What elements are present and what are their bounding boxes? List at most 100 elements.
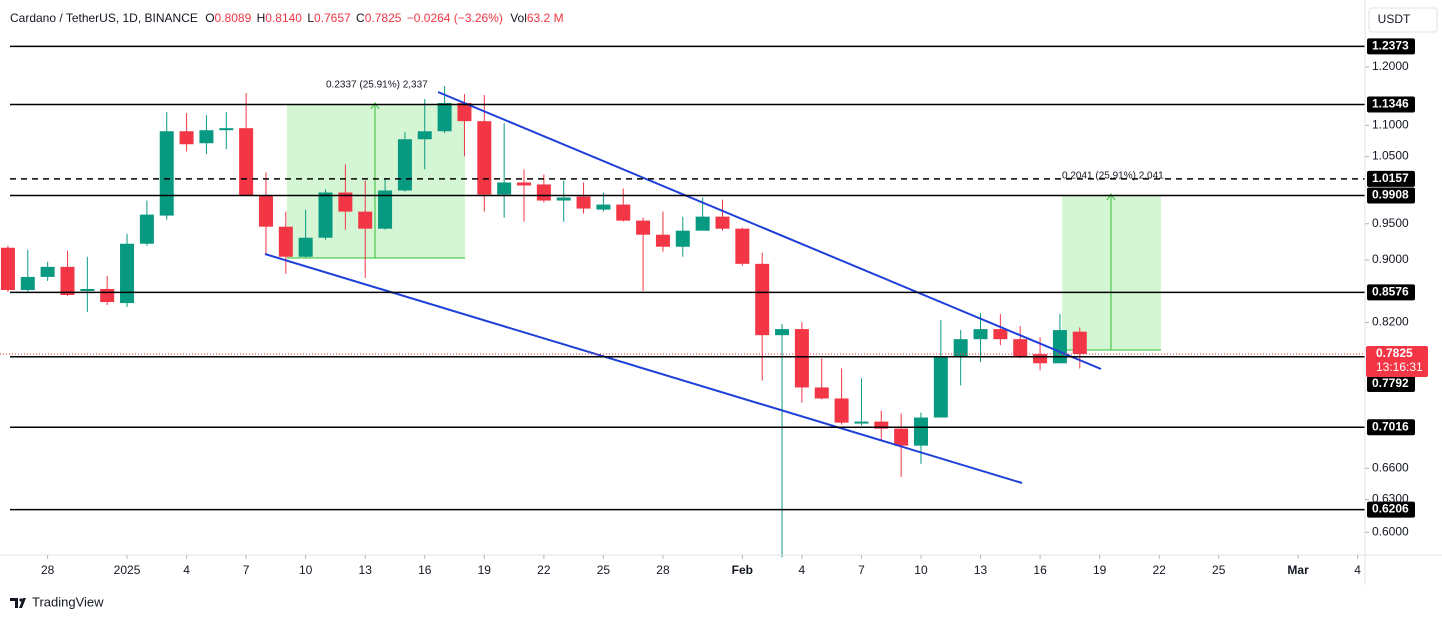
x-tick-label: 4 — [1354, 563, 1361, 577]
o-label: O — [205, 11, 214, 25]
level-label: 1.1346 — [1372, 97, 1409, 111]
x-tick-label: 16 — [418, 563, 432, 577]
level-label-box — [1367, 96, 1415, 113]
y-tick-label: 1.0500 — [1372, 149, 1409, 163]
x-tick-label: 22 — [1152, 563, 1166, 577]
candle-body — [675, 230, 690, 247]
drawings-under — [287, 102, 1161, 351]
y-tick-label: 0.6600 — [1372, 460, 1409, 474]
candle-body — [100, 288, 115, 303]
candle-body — [397, 139, 412, 191]
x-tick-label: 10 — [914, 563, 928, 577]
x-tick-label: Feb — [732, 563, 753, 577]
measure-arrow-head — [370, 102, 380, 110]
candle-body — [1033, 354, 1048, 364]
candle-body — [40, 266, 55, 277]
candle-body — [834, 398, 849, 423]
candle-body — [636, 220, 651, 235]
candle-body — [457, 103, 472, 122]
candle-body — [536, 184, 551, 201]
y-tick-label: 0.8200 — [1372, 315, 1409, 329]
channel-upper — [437, 91, 1102, 370]
level-label: 0.8576 — [1372, 285, 1409, 299]
x-tick-label: 19 — [478, 563, 492, 577]
candle-body — [278, 226, 293, 257]
candle-body — [378, 190, 393, 229]
x-tick-label: 28 — [656, 563, 670, 577]
level-label-box — [1367, 501, 1415, 518]
candle-body — [219, 128, 234, 131]
level-label-box — [1367, 170, 1415, 187]
c-label: C — [356, 11, 365, 25]
candle-body — [894, 428, 909, 446]
legend: Cardano / TetherUS, 1D, BINANCE O0.8089 … — [10, 11, 564, 25]
candle-body — [358, 211, 373, 229]
y-tick-label: 1.2000 — [1372, 59, 1409, 73]
low: 0.7657 — [314, 11, 351, 25]
level-label: 0.9908 — [1372, 188, 1409, 202]
candle-body — [755, 263, 770, 336]
candle-body — [616, 204, 631, 221]
y-tick-label: 0.9500 — [1372, 216, 1409, 230]
level-label: 0.7016 — [1372, 419, 1409, 433]
brand: TradingView — [32, 594, 104, 609]
candle-body — [775, 329, 790, 336]
candle-body — [576, 196, 591, 209]
x-tick-label: 10 — [299, 563, 313, 577]
currency-box[interactable] — [1368, 7, 1438, 33]
candle-body — [338, 192, 353, 212]
candle-body — [655, 234, 670, 247]
candle-body — [814, 387, 829, 399]
countdown: 13:16:31 — [1376, 360, 1423, 374]
candle-body — [517, 182, 532, 186]
vol-label: Vol — [510, 11, 527, 25]
drawings-over: 0.2337 (25.91%) 2,337 0.2041 (25.91%) 2,… — [0, 45, 1365, 511]
candle-body — [417, 131, 432, 140]
level-label: 0.7792 — [1372, 376, 1409, 390]
x-tick-label: 13 — [974, 563, 988, 577]
level-label: 1.0157 — [1372, 171, 1409, 185]
candle-body — [695, 216, 710, 231]
candle-body — [437, 103, 452, 132]
y-tick-label: 1.1000 — [1372, 117, 1409, 131]
candle-body — [0, 247, 15, 290]
candle-body — [60, 266, 75, 296]
candle-body — [179, 131, 194, 145]
candle-body — [874, 421, 889, 429]
candle-body — [596, 204, 611, 210]
candle-body — [556, 197, 571, 201]
l-label: L — [307, 11, 314, 25]
x-tick-label: 4 — [799, 563, 806, 577]
currency: USDT — [1378, 12, 1411, 26]
candle-body — [794, 329, 809, 388]
candle-body — [1013, 339, 1028, 357]
high: 0.8140 — [265, 11, 302, 25]
x-tick-label: 7 — [858, 563, 865, 577]
candle-body — [913, 417, 928, 446]
measure-label: 0.2041 (25.91%) 2,041 — [1062, 171, 1164, 182]
brand-logo — [10, 598, 26, 608]
level-label-box — [1367, 187, 1415, 204]
measure-arrow-head — [1106, 193, 1116, 201]
level-label: 0.6206 — [1372, 502, 1409, 516]
x-tick-label: Mar — [1287, 563, 1309, 577]
candle-body — [1052, 330, 1067, 364]
candle-body — [735, 228, 750, 264]
y-tick-label: 0.6000 — [1372, 524, 1409, 538]
x-tick-label: 19 — [1093, 563, 1107, 577]
level-label-box — [1367, 375, 1415, 392]
candle-body — [258, 195, 273, 227]
level-label-box — [1367, 284, 1415, 301]
x-tick-label: 16 — [1033, 563, 1047, 577]
candle-body — [973, 329, 988, 340]
candle-body — [80, 288, 95, 292]
x-tick-label: 2025 — [114, 563, 141, 577]
level-label: 1.2373 — [1372, 39, 1409, 53]
level-label-box — [1367, 419, 1415, 436]
candle-body — [854, 421, 869, 424]
last-price-label: 0.7825 — [1376, 346, 1413, 360]
open: 0.8089 — [215, 11, 252, 25]
last-price-box — [1366, 345, 1428, 377]
x-tick-label: 22 — [537, 563, 551, 577]
